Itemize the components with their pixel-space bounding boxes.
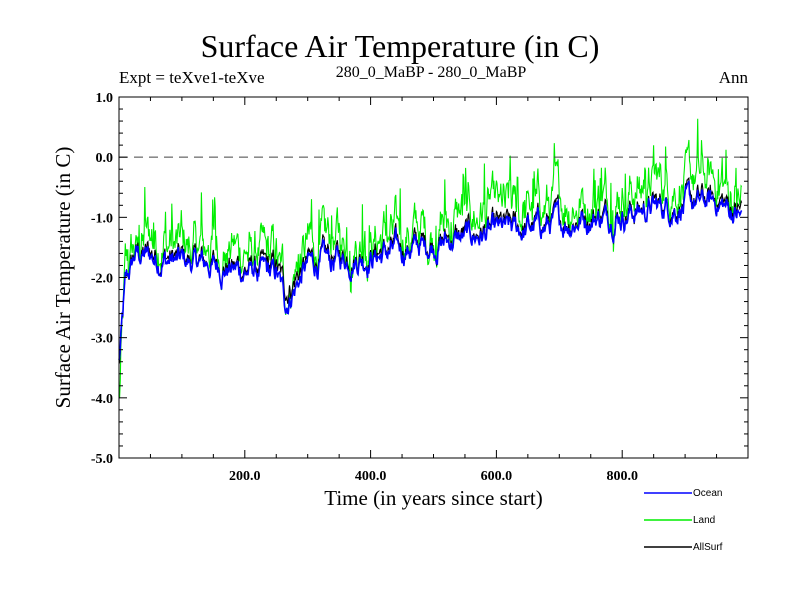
x-tick-label: 600.0	[481, 469, 513, 484]
series-line-ocean	[118, 180, 743, 361]
x-tick-label: 200.0	[229, 469, 261, 484]
y-tick-label: 1.0	[96, 91, 114, 106]
y-tick-label: 0.0	[96, 151, 114, 166]
period-label: 280_0_MaBP - 280_0_MaBP	[335, 64, 527, 81]
legend: Ocean Land AllSurf	[644, 488, 723, 553]
y-axis-label: Surface Air Temperature (in C)	[51, 147, 75, 409]
legend-label-ocean: Ocean	[693, 488, 722, 499]
y-tick-label: -2.0	[91, 272, 113, 287]
legend-label-allsurf: AllSurf	[693, 542, 723, 553]
y-tick-label: -1.0	[91, 211, 113, 226]
y-tick-label: -3.0	[91, 332, 113, 347]
series-layer	[118, 118, 743, 399]
x-axis-label: Time (in years since start)	[324, 486, 543, 510]
y-tick-label: -5.0	[91, 452, 113, 467]
ticks-layer: 200.0 400.0 600.0 800.0 -5.0 -4.0 -3.0 -2.0 -1.0…	[91, 91, 748, 484]
y-tick-label: -4.0	[91, 392, 113, 407]
season-label: Ann	[718, 68, 748, 87]
x-tick-label: 400.0	[355, 469, 387, 484]
x-tick-label: 800.0	[606, 469, 638, 484]
experiment-label: Expt = teXve1-teXve	[119, 68, 265, 87]
chart-title: Surface Air Temperature (in C)	[200, 28, 600, 64]
legend-label-land: Land	[693, 515, 715, 526]
